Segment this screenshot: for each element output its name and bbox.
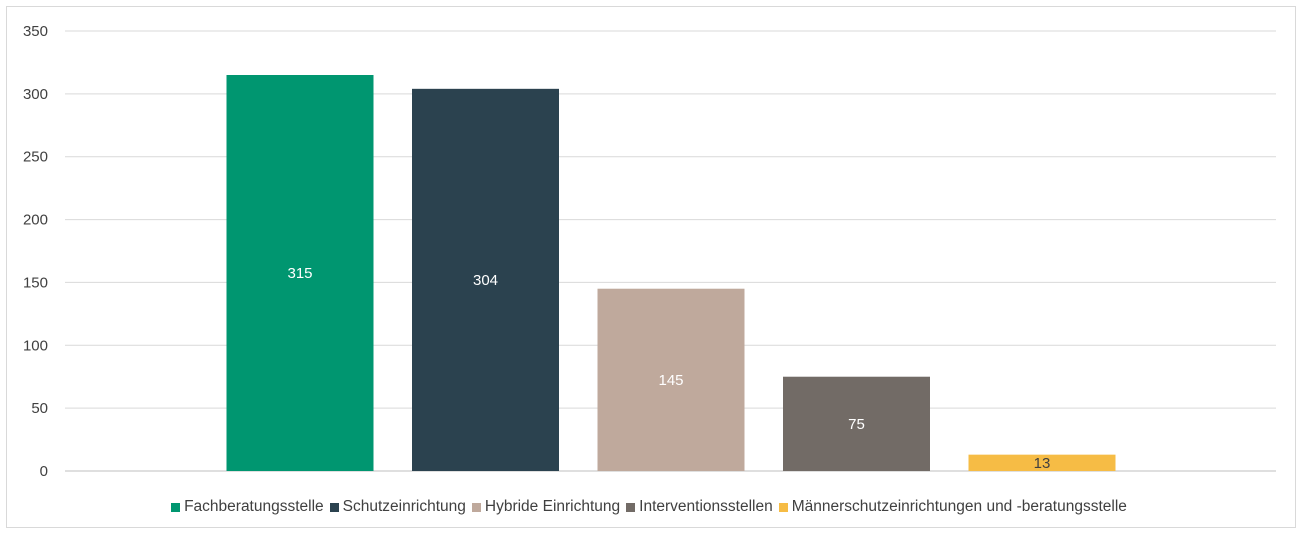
bars [226,75,1116,471]
legend-label: Schutzeinrichtung [342,498,466,515]
data-label: 75 [848,416,865,433]
legend-label: Männerschutzeinrichtungen und -beratungs… [791,498,1127,515]
legend-label: Interventionsstellen [639,498,773,515]
bar [968,454,1116,471]
legend-swatch [471,502,481,512]
bar [226,75,374,471]
y-tick-label: 150 [23,274,48,291]
data-labels: 315 304 145 75 13 [287,265,1050,472]
bar [783,376,930,471]
legend-label: Fachberatungsstelle [184,498,324,515]
y-tick-label: 200 [23,212,48,229]
y-tick-label: 50 [31,400,48,417]
data-label: 13 [1034,455,1051,472]
data-label: 315 [287,265,312,282]
legend-item: Hybride Einrichtung [471,498,621,516]
legend-item: Schutzeinrichtung [329,498,466,516]
data-label: 304 [473,272,498,289]
legend-swatch [778,502,788,512]
legend-swatch [329,502,339,512]
y-tick-label: 350 [23,23,48,40]
y-axis-tick-labels: 0 50 100 150 200 250 300 350 [23,23,48,480]
legend: Fachberatungsstelle Schutzeinrichtung Hybr… [0,498,1304,516]
y-tick-label: 250 [23,149,48,166]
y-tick-label: 300 [23,86,48,103]
y-tick-label: 0 [40,463,48,480]
bar [412,88,559,471]
legend-item: Interventionsstellen [626,498,773,516]
y-tick-label: 100 [23,337,48,354]
legend-label: Hybride Einrichtung [484,498,621,515]
legend-swatch [626,502,636,512]
legend-item: Fachberatungsstelle [171,498,324,516]
legend-swatch [171,502,181,512]
legend-item: Männerschutzeinrichtungen und -beratungs… [778,498,1127,516]
bar [597,288,745,471]
data-label: 145 [658,372,683,389]
